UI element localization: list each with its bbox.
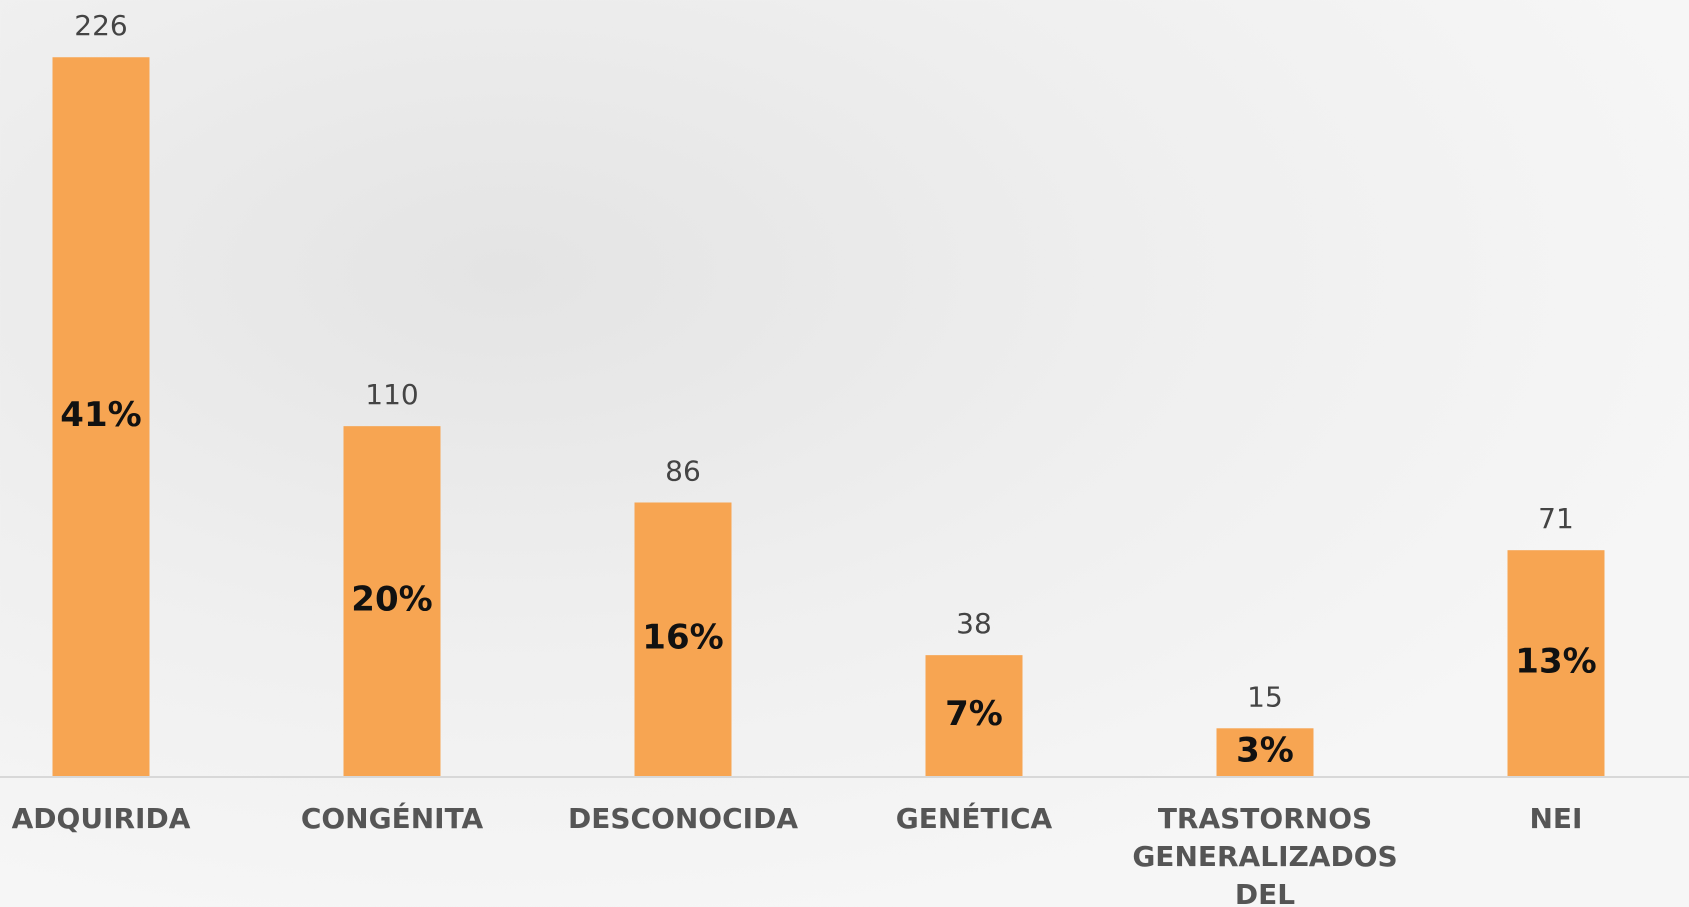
percent-label: 41% bbox=[60, 395, 141, 435]
value-label: 15 bbox=[1247, 680, 1283, 713]
x-tick-label: ADQUIRIDA bbox=[11, 802, 191, 835]
bar bbox=[634, 502, 732, 776]
bar bbox=[343, 426, 441, 776]
x-tick-label: GENÉTICA bbox=[895, 802, 1053, 835]
bar bbox=[1507, 550, 1605, 776]
x-tick-label: DESCONOCIDA bbox=[567, 802, 798, 835]
percent-label: 13% bbox=[1515, 642, 1596, 682]
percent-label: 16% bbox=[642, 618, 723, 658]
bar bbox=[52, 57, 150, 776]
x-tick-label: NEI bbox=[1529, 802, 1583, 835]
value-label: 110 bbox=[365, 378, 418, 411]
bar bbox=[925, 655, 1023, 776]
value-label: 38 bbox=[956, 607, 992, 640]
percent-label: 7% bbox=[945, 694, 1003, 734]
percent-label: 20% bbox=[351, 580, 432, 620]
percent-label: 3% bbox=[1236, 731, 1294, 771]
bar bbox=[1216, 728, 1314, 776]
value-label: 86 bbox=[665, 454, 701, 487]
x-tick-label: TRASTORNOS GENERALIZADOS DEL DESARROLLO bbox=[1132, 802, 1398, 907]
value-label: 71 bbox=[1538, 502, 1574, 535]
value-label: 226 bbox=[74, 9, 127, 42]
x-tick-label: CONGÉNITA bbox=[300, 802, 484, 835]
